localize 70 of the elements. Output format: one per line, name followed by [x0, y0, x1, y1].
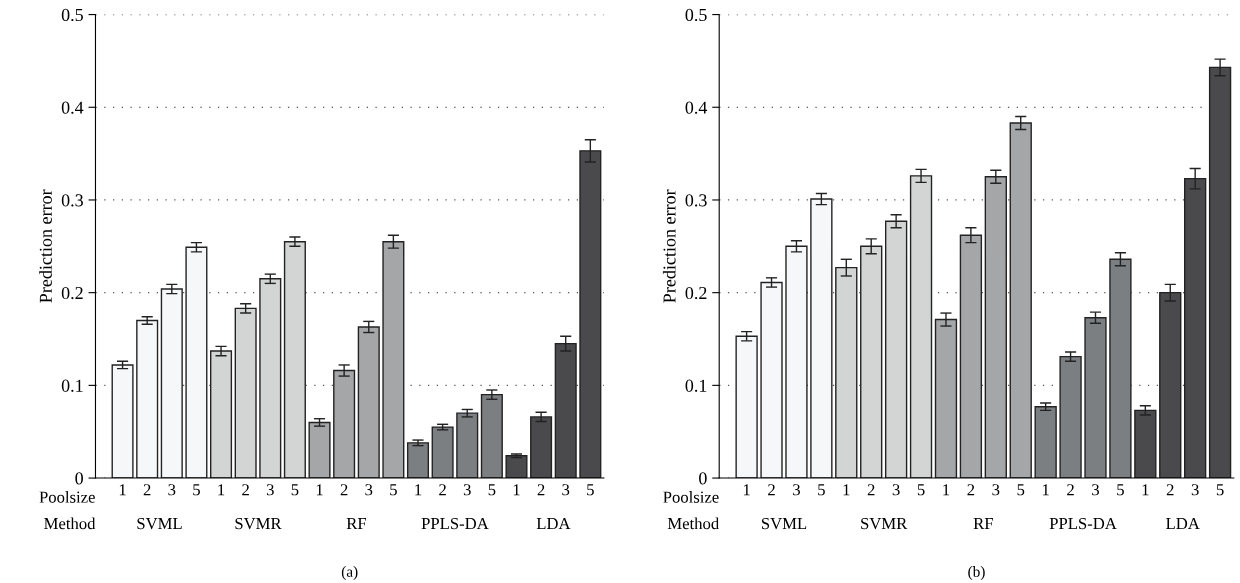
x-tick-label: 3	[1191, 484, 1199, 496]
x-tick-label: 5	[193, 484, 200, 496]
x-tick-label: 5	[818, 484, 825, 496]
x-tick-label: 3	[266, 484, 274, 496]
x-tick-label: 2	[1067, 484, 1074, 496]
x-tick-label: 2	[143, 484, 151, 496]
x-tick-label: 3	[463, 484, 471, 496]
x-tick-label: 1	[843, 484, 850, 496]
x-tick-label: 5	[1017, 484, 1025, 496]
x-tick-label: 3	[365, 484, 373, 496]
x-tick-label: 1	[415, 484, 422, 496]
x-tick-label: 1	[218, 484, 225, 496]
text: RF	[346, 518, 367, 530]
y-tick-label: 0.1	[61, 379, 83, 392]
text: (b)	[968, 566, 985, 580]
x-tick-label: 2	[537, 484, 545, 496]
x-tick-label: 5	[488, 484, 496, 496]
x-tick-label: 5	[390, 484, 397, 496]
text: Method	[44, 517, 96, 530]
x-tick-label: 2	[768, 484, 775, 496]
x-tick-label: 3	[562, 484, 570, 496]
text: Poolsize	[39, 491, 95, 503]
x-tick-label: 1	[1042, 484, 1049, 496]
y-axis-title: Prediction error	[39, 189, 52, 303]
text: LDA	[536, 518, 571, 530]
y-tick-label: 0.4	[685, 101, 708, 114]
x-tick-label: 5	[1216, 484, 1224, 496]
x-tick-label: 1	[513, 484, 520, 496]
x-tick-label: 1	[743, 484, 750, 496]
x-tick-label: 2	[439, 484, 446, 496]
x-tick-label: 1	[119, 484, 126, 496]
x-tick-label: 5	[1117, 484, 1124, 496]
text: Method	[667, 517, 719, 530]
y-tick-label: 0.3	[61, 194, 83, 207]
y-tick-label: 0.2	[685, 286, 707, 300]
text: (a)	[341, 566, 358, 580]
x-tick-label: 2	[867, 484, 875, 496]
y-tick-label: 0.5	[61, 8, 83, 22]
x-tick-label: 3	[793, 484, 800, 496]
text: Poolsize	[663, 491, 719, 503]
x-tick-label: 5	[587, 484, 594, 496]
y-tick-label: 0.5	[685, 8, 707, 22]
x-tick-label: 5	[291, 484, 299, 496]
x-tick-label: 1	[1142, 484, 1149, 496]
x-tick-label: 3	[892, 484, 900, 496]
x-tick-label: 2	[340, 484, 348, 496]
y-tick-label: 0	[699, 472, 707, 485]
text: SVMR	[235, 517, 282, 530]
x-tick-label: 1	[316, 484, 323, 496]
y-tick-label: 0.4	[61, 101, 84, 114]
text: RF	[973, 518, 993, 530]
y-tick-label: 0.2	[61, 286, 83, 300]
x-tick-label: 2	[1166, 484, 1174, 496]
y-tick-label: 0.1	[685, 379, 707, 392]
x-tick-label: 2	[967, 484, 975, 496]
x-tick-label: 5	[917, 484, 925, 496]
x-tick-label: 3	[1092, 484, 1100, 496]
text: SVML	[761, 517, 807, 530]
y-axis-title: Prediction error	[662, 189, 676, 303]
text: SVMR	[861, 517, 908, 530]
text: PPLS-DA	[421, 517, 489, 530]
x-tick-label: 3	[992, 484, 1000, 496]
y-tick-label: 0.3	[685, 194, 707, 207]
x-tick-label: 3	[168, 484, 176, 496]
y-tick-label: 0	[75, 472, 83, 485]
text: PPLS-DA	[1049, 517, 1117, 530]
text: LDA	[1166, 518, 1200, 530]
text: SVML	[137, 517, 182, 530]
x-tick-label: 1	[943, 484, 950, 496]
x-tick-label: 2	[242, 484, 249, 496]
